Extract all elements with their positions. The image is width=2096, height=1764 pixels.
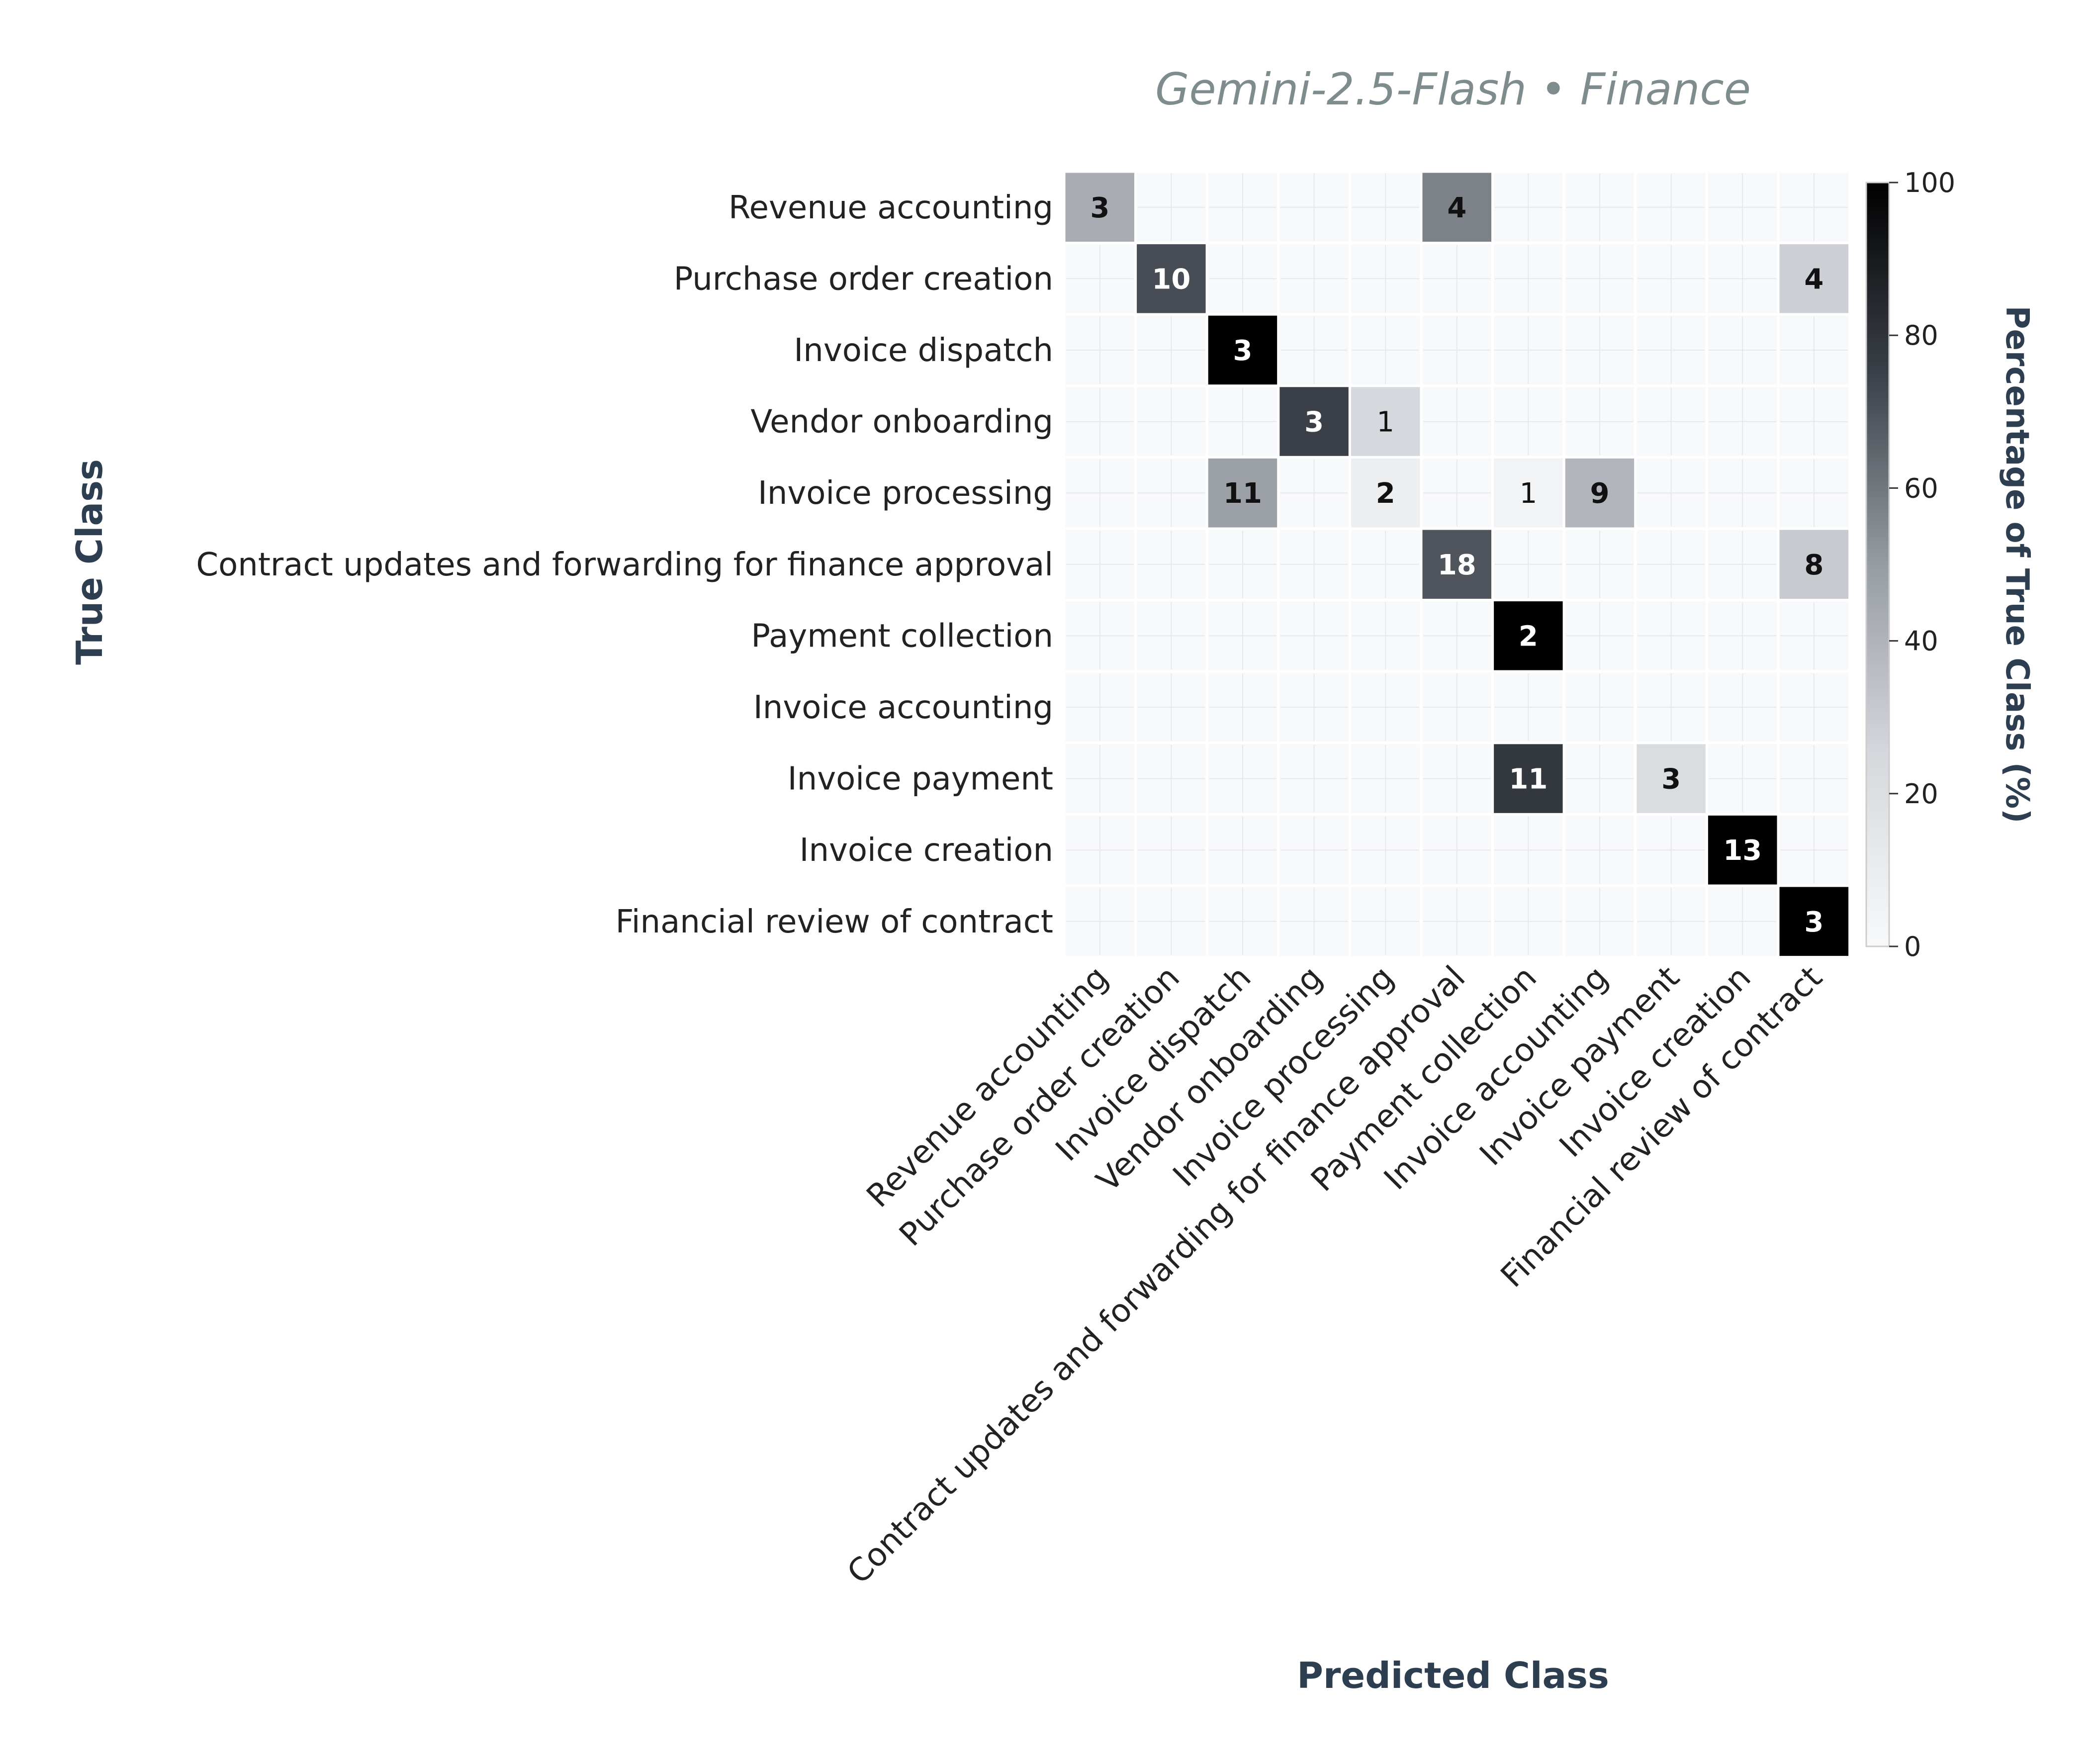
heatmap-cell — [1420, 527, 1494, 602]
cell-value-label: 18 — [1438, 549, 1476, 581]
cell-value-label: 11 — [1223, 477, 1262, 510]
colorbar-tick-label: 20 — [1904, 778, 1938, 810]
heatmap-cell — [1348, 456, 1423, 530]
chart-title: Gemini-2.5-Flash • Finance — [1155, 64, 1751, 115]
cell-value-label: 3 — [1804, 906, 1823, 938]
cell-value-label: 3 — [1233, 335, 1253, 367]
heatmap-cell — [1777, 884, 1851, 959]
cell-value-label: 2 — [1519, 620, 1538, 652]
y-tick-label: Invoice dispatch — [794, 332, 1053, 369]
y-tick-labels: Revenue accounting Purchase order creatio… — [196, 189, 1053, 940]
colorbar-tick-label: 0 — [1904, 931, 1921, 962]
y-tick-label: Vendor onboarding — [750, 404, 1053, 441]
colorbar-gradient — [1865, 182, 1890, 947]
heatmap-cell — [1420, 170, 1494, 245]
y-tick-label: Payment collection — [751, 618, 1053, 654]
heatmap-cell — [1134, 242, 1208, 316]
cell-value-label: 2 — [1376, 477, 1395, 510]
heatmap-cell — [1777, 242, 1851, 316]
cell-value-label: 1 — [1376, 406, 1394, 439]
colorbar: 0 20 40 60 80 100 — [1865, 167, 1955, 962]
cell-value-label: 4 — [1804, 263, 1823, 295]
cell-value-label: 1 — [1520, 477, 1538, 510]
y-tick-label: Purchase order creation — [674, 261, 1053, 297]
cell-value-label: 9 — [1590, 477, 1610, 510]
cell-value-label: 10 — [1152, 263, 1190, 295]
y-tick-label: Invoice processing — [758, 475, 1053, 512]
cell-value-label: 13 — [1723, 835, 1762, 867]
colorbar-tick-label: 40 — [1904, 626, 1938, 657]
y-tick-label: Invoice payment — [788, 761, 1053, 798]
heatmap-cell — [1777, 527, 1851, 602]
x-tick-label: Purchase order creation — [893, 959, 1187, 1254]
colorbar-tick-label: 80 — [1904, 320, 1938, 351]
y-tick-label: Revenue accounting — [729, 189, 1053, 226]
y-axis-title: True Class — [69, 459, 110, 665]
colorbar-tick-label: 100 — [1904, 167, 1955, 198]
cell-value-label: 8 — [1804, 549, 1823, 581]
cell-value-label: 3 — [1304, 406, 1324, 439]
x-axis-title: Predicted Class — [1297, 1655, 1609, 1696]
heatmap-cell — [1348, 384, 1423, 459]
colorbar-ticks: 0 20 40 60 80 100 — [1889, 167, 1955, 962]
cell-value-label: 3 — [1661, 763, 1681, 796]
y-tick-label: Invoice accounting — [753, 689, 1053, 726]
cell-value-label: 3 — [1090, 192, 1109, 224]
cell-value-label: 4 — [1447, 192, 1466, 224]
cell-value-label: 11 — [1509, 763, 1548, 796]
heatmap-cell — [1205, 456, 1280, 530]
y-tick-label: Financial review of contract — [616, 904, 1053, 940]
colorbar-tick-label: 60 — [1904, 472, 1938, 504]
colorbar-label: Percentage of True Class (%) — [1999, 306, 2035, 824]
y-tick-label: Invoice creation — [800, 832, 1053, 869]
y-tick-label: Contract updates and forwarding for fina… — [196, 547, 1053, 583]
